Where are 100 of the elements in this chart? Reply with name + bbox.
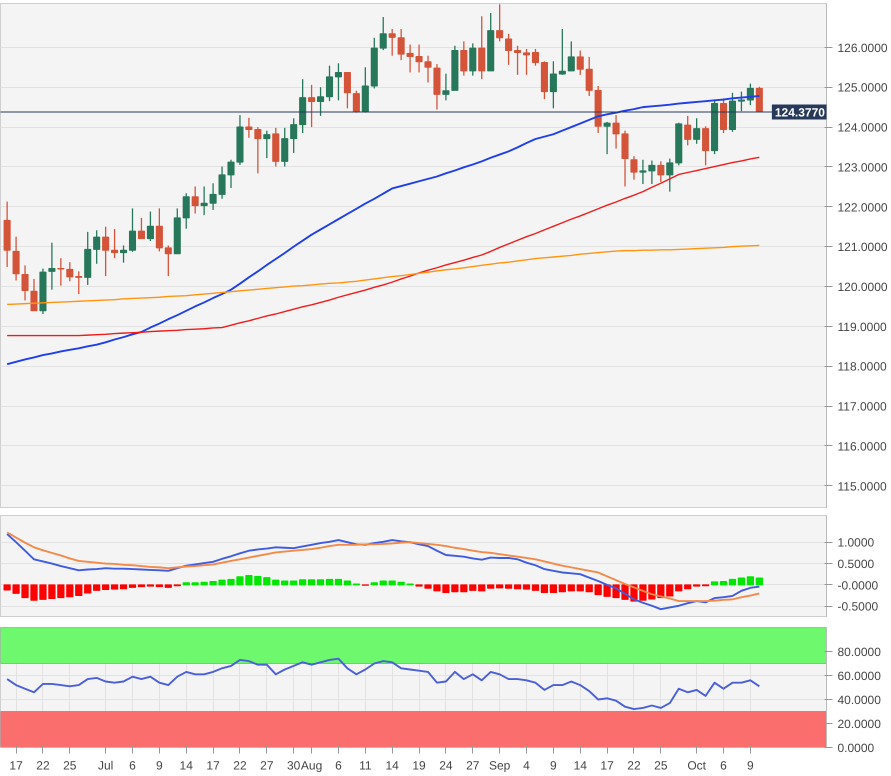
y-tick-label: 20.0000 bbox=[838, 717, 882, 731]
candlestick bbox=[648, 160, 656, 185]
bar bbox=[128, 584, 136, 588]
candlestick bbox=[290, 118, 298, 154]
candlestick bbox=[317, 86, 324, 117]
candlestick bbox=[156, 208, 163, 252]
x-tick-label: 24 bbox=[439, 758, 453, 772]
candlestick bbox=[146, 210, 154, 242]
x-tick-label: 25 bbox=[654, 758, 668, 772]
candlestick bbox=[738, 90, 745, 112]
candlestick bbox=[550, 60, 557, 109]
candlestick bbox=[532, 48, 540, 66]
y-tick-label: 116.0000 bbox=[838, 439, 887, 454]
x-tick-label: 27 bbox=[466, 758, 480, 772]
y-tick-label: 60.0000 bbox=[838, 669, 882, 683]
y-tick-label: 120.0000 bbox=[838, 280, 888, 294]
x-tick-label: 25 bbox=[63, 758, 77, 772]
x-tick-label: 19 bbox=[412, 758, 426, 772]
candlestick bbox=[604, 121, 611, 155]
bar bbox=[227, 578, 235, 586]
bar bbox=[39, 584, 47, 600]
candlestick bbox=[210, 182, 217, 211]
bar bbox=[21, 584, 29, 598]
candlestick bbox=[406, 44, 414, 74]
candlestick bbox=[424, 55, 432, 84]
bar bbox=[522, 584, 530, 590]
candlestick bbox=[460, 40, 468, 76]
candlestick bbox=[380, 16, 387, 51]
x-tick-label: 6 bbox=[335, 758, 342, 772]
candlestick bbox=[388, 28, 396, 56]
x-tick-label: Sep bbox=[488, 758, 511, 772]
x-tick-label: 30 bbox=[287, 758, 301, 772]
bar bbox=[326, 578, 334, 586]
candlestick bbox=[182, 192, 190, 230]
candlestick bbox=[398, 28, 405, 61]
candlestick bbox=[227, 159, 235, 189]
candlestick bbox=[558, 28, 566, 76]
candlestick bbox=[352, 90, 360, 114]
y-tick-label: 122.0000 bbox=[838, 200, 888, 214]
candlestick bbox=[245, 117, 252, 138]
candlestick bbox=[334, 62, 342, 102]
candlestick bbox=[218, 166, 226, 200]
candlestick bbox=[30, 278, 38, 312]
candlestick bbox=[164, 244, 172, 277]
candlestick bbox=[93, 230, 100, 264]
candlestick bbox=[344, 72, 351, 109]
candlestick bbox=[496, 4, 504, 42]
x-tick-label: 6 bbox=[720, 758, 728, 772]
candlestick bbox=[200, 186, 208, 216]
ref-line-label: 124.3770 bbox=[774, 106, 826, 120]
candlestick bbox=[505, 33, 512, 66]
x-tick-label: 17 bbox=[600, 758, 614, 772]
candlestick bbox=[702, 126, 710, 166]
y-tick-label: 117.0000 bbox=[838, 400, 887, 414]
y-tick-label: 118.0000 bbox=[838, 360, 887, 374]
y-tick-label: 80.0000 bbox=[838, 645, 882, 659]
y-tick-label: 40.0000 bbox=[838, 693, 882, 707]
y-tick-label: 119.0000 bbox=[838, 320, 887, 334]
x-tick-label: Aug bbox=[300, 758, 322, 772]
x-tick-label: 17 bbox=[9, 758, 24, 772]
y-tick-label: 0.0000 bbox=[838, 741, 875, 755]
candlestick bbox=[612, 114, 620, 150]
candlestick bbox=[478, 16, 486, 80]
x-tick-label: Oct bbox=[687, 758, 707, 772]
y-tick-label: 1.0000 bbox=[838, 536, 875, 550]
candlestick bbox=[21, 264, 29, 302]
candlestick bbox=[111, 228, 118, 259]
line-series bbox=[6, 658, 760, 710]
y-tick-label: 115.0000 bbox=[838, 479, 887, 494]
candlestick bbox=[308, 84, 316, 128]
y-tick-label: 125.0000 bbox=[838, 80, 888, 95]
candlestick bbox=[102, 226, 110, 277]
candlestick bbox=[630, 156, 638, 180]
candlestick bbox=[281, 127, 288, 168]
candlestick bbox=[326, 65, 334, 102]
x-tick-label: 11 bbox=[359, 758, 372, 772]
bar bbox=[514, 584, 522, 590]
x-tick-label: 27 bbox=[260, 758, 274, 772]
bar bbox=[120, 584, 128, 590]
candlestick bbox=[657, 160, 664, 183]
x-tick-label: 14 bbox=[180, 758, 194, 772]
bar bbox=[334, 578, 342, 586]
candlestick bbox=[514, 45, 522, 76]
y-tick-label: 124.0000 bbox=[838, 120, 888, 135]
candlestick bbox=[128, 208, 136, 252]
candlestick bbox=[666, 158, 674, 192]
candlestick bbox=[522, 48, 530, 76]
candlestick bbox=[12, 236, 20, 282]
bar bbox=[424, 584, 432, 589]
line-series bbox=[6, 156, 760, 336]
x-tick-label: 9 bbox=[747, 758, 754, 772]
bar bbox=[710, 581, 718, 586]
candlestick bbox=[120, 244, 128, 264]
bar bbox=[218, 580, 226, 586]
x-tick-label: 4 bbox=[523, 758, 530, 772]
y-tick-label: -0.0000 bbox=[838, 578, 879, 592]
candlestick bbox=[57, 258, 64, 286]
bar bbox=[532, 584, 540, 591]
x-tick-label: 22 bbox=[36, 758, 50, 772]
bar bbox=[433, 584, 441, 592]
